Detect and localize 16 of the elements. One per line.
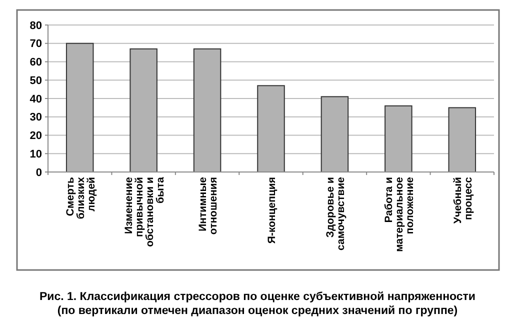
y-tick-label: 0 [36, 166, 42, 179]
y-tick-label: 40 [30, 93, 42, 106]
y-tick-label: 30 [30, 112, 42, 124]
y-tick-label: 70 [30, 38, 42, 50]
text: (по вертикали отмечен диапазон оценок средних значений по группе) [57, 305, 458, 317]
y-tick-label: 80 [30, 20, 42, 32]
y-tick-label: 50 [30, 74, 42, 87]
y-tick-label: 10 [30, 148, 42, 160]
y-tick-label: 60 [30, 56, 42, 69]
x-tick-label: Я-концепция [266, 177, 278, 244]
x-tick-label: Изменение привычной обстановки и быта [122, 176, 166, 247]
x-tick-label: Учебный процесс [452, 176, 474, 224]
y-tick-label: 20 [30, 130, 42, 142]
x-tick-label: Смерть близких людей [64, 176, 98, 220]
text: Рис. 1. Классификация стрессоров по оценке субъективной напряженности [39, 291, 476, 303]
x-tick-label: Здоровье и самочувствие [324, 176, 347, 250]
